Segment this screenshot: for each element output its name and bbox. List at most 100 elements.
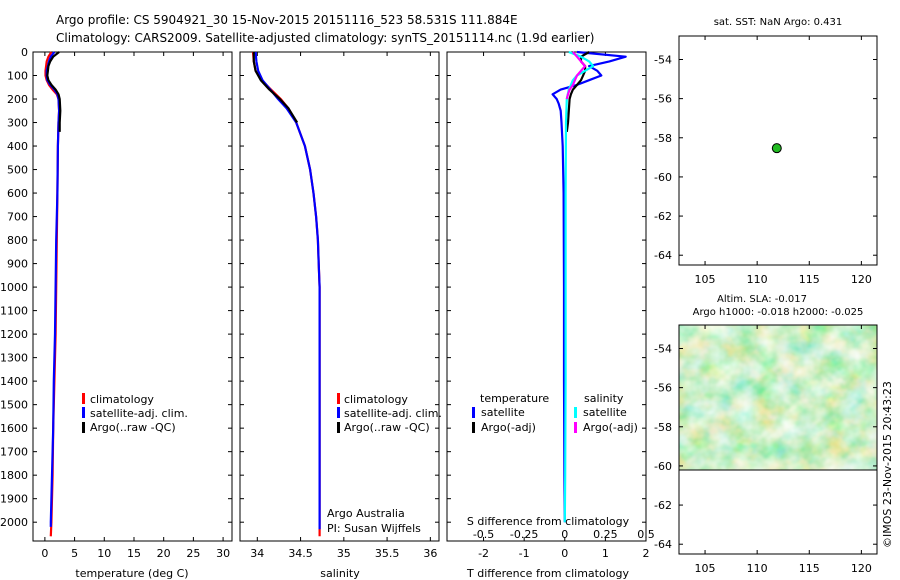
legend-label: satellite-adj. clim.	[344, 407, 442, 420]
legend-label: Argo(-adj)	[481, 421, 536, 434]
legend-swatch-s-argo	[574, 422, 577, 433]
sla-axes-frame	[678, 324, 878, 555]
t-difference-xlabel: T difference from climatology	[466, 567, 629, 580]
x2-tick-label: -0.25	[510, 528, 538, 541]
legend-header-salinity: salinity	[584, 392, 624, 405]
legend-header-temperature: temperature	[480, 392, 549, 405]
y-tick-label: 900	[7, 258, 28, 271]
y-tick-label: 0	[21, 46, 28, 59]
imos-watermark: ©IMOS 23-Nov-2015 20:43:23	[881, 381, 894, 548]
legend-swatch-climatology	[337, 393, 340, 404]
y-tick-label: -60	[654, 460, 672, 473]
legend-swatch-t-satellite	[472, 407, 475, 418]
y-tick-label: -62	[654, 210, 672, 223]
x-tick-label: 34.5	[288, 547, 313, 560]
y-tick-label: 1400	[0, 375, 28, 388]
series-line-argo-raw-qc-	[46, 51, 62, 132]
salinity-legend: climatology satellite-adj. clim. Argo(..…	[337, 393, 442, 434]
location-map-panel: sat. SST: NaN Argo: 0.431 105 110 115 120 -…	[654, 17, 878, 286]
series-line-s-argo-adj-	[565, 51, 587, 100]
legend-label: Argo(..raw -QC)	[344, 421, 430, 434]
x2-tick-label: -0.5	[473, 528, 494, 541]
y-tick-label: 300	[7, 117, 28, 130]
legend-swatch-satellite	[82, 407, 85, 418]
legend-label: satellite	[481, 406, 525, 419]
x2-tick-label: 0.5	[637, 528, 655, 541]
y-tick-label: 800	[7, 234, 28, 247]
y-tick-label: 1800	[0, 469, 28, 482]
legend-swatch-t-argo	[472, 422, 475, 433]
difference-axes-frame	[446, 51, 647, 542]
sla-title: Altim. SLA: -0.017	[717, 294, 807, 305]
legend-swatch-s-satellite	[574, 407, 577, 418]
x-tick-label: -1	[519, 547, 530, 560]
x-tick-label: 120	[851, 273, 872, 286]
x-tick-label: 35	[337, 547, 351, 560]
legend-swatch-argo	[337, 422, 340, 433]
y-tick-label: 1000	[0, 281, 28, 294]
y-tick-label: -60	[654, 171, 672, 184]
y-tick-label: 1300	[0, 352, 28, 365]
y-tick-label: 200	[7, 93, 28, 106]
salinity-axes-frame	[239, 51, 440, 542]
series-line-argo-raw-qc-	[252, 52, 299, 124]
y-tick-label: 1100	[0, 305, 28, 318]
credit-institution: Argo Australia	[327, 507, 405, 520]
header-line-1: Argo profile: CS 5904921_30 15-Nov-2015 …	[56, 13, 518, 27]
y-tick-label: 1700	[0, 446, 28, 459]
x-tick-label: 36	[423, 547, 437, 560]
legend-swatch-climatology	[82, 393, 85, 404]
x-tick-label: 2	[643, 547, 650, 560]
y-tick-label: -54	[654, 342, 672, 355]
x-tick-label: 20	[157, 547, 171, 560]
series-line-s-satellite	[563, 50, 595, 523]
y-tick-label: 1500	[0, 399, 28, 412]
x-tick-label: 10	[97, 547, 111, 560]
sla-subtitle: Argo h1000: -0.018 h2000: -0.025	[693, 307, 864, 318]
legend-label: satellite	[583, 406, 627, 419]
y-tick-label: -58	[654, 421, 672, 434]
map-axes-frame	[678, 35, 878, 266]
legend-swatch-satellite	[337, 407, 340, 418]
legend-swatch-argo	[82, 422, 85, 433]
y-tick-label: 400	[7, 140, 28, 153]
x-tick-label: 0	[561, 547, 568, 560]
x-tick-label: 5	[71, 547, 78, 560]
argo-float-marker	[771, 143, 782, 154]
y-tick-label: 1600	[0, 422, 28, 435]
series-line-t-argo-adj-	[565, 51, 590, 133]
temperature-panel: 0100200300400500600700800900100011001200…	[0, 46, 233, 580]
x-tick-label: 120	[851, 562, 872, 575]
sla-map-panel: Altim. SLA: -0.017 Argo h1000: -0.018 h2…	[654, 294, 878, 575]
legend-label: climatology	[344, 393, 408, 406]
x-tick-label: 0	[41, 547, 48, 560]
y-tick-label: 100	[7, 70, 28, 83]
x2-tick-label: 0	[561, 528, 568, 541]
y-tick-label: 2000	[0, 516, 28, 529]
series-line-climatology	[251, 51, 321, 537]
difference-legend: temperature salinity satellite Argo(-adj…	[472, 392, 638, 434]
legend-label: Argo(..raw -QC)	[90, 421, 176, 434]
credit-pi: PI: Susan Wijffels	[327, 522, 421, 535]
y-tick-label: 1900	[0, 493, 28, 506]
legend-label: climatology	[90, 393, 154, 406]
x-tick-label: 30	[216, 547, 230, 560]
series-line-t-satellite	[551, 50, 627, 523]
temperature-legend: climatology satellite-adj. clim. Argo(..…	[82, 393, 188, 434]
x-tick-label: 105	[695, 562, 716, 575]
y-tick-label: -58	[654, 132, 672, 145]
y-tick-label: 1200	[0, 328, 28, 341]
y-tick-label: -64	[654, 249, 672, 262]
x-tick-label: 115	[799, 562, 820, 575]
x-tick-label: 35.5	[375, 547, 400, 560]
temperature-xlabel: temperature (deg C)	[75, 567, 188, 580]
y-tick-label: -54	[654, 53, 672, 66]
legend-label: satellite-adj. clim.	[90, 407, 188, 420]
x-tick-label: 1	[602, 547, 609, 560]
y-tick-label: 700	[7, 211, 28, 224]
x-tick-label: 15	[127, 547, 141, 560]
salinity-xlabel: salinity	[320, 567, 360, 580]
header-line-2: Climatology: CARS2009. Satellite-adjuste…	[56, 31, 594, 45]
x-tick-label: 110	[747, 562, 768, 575]
